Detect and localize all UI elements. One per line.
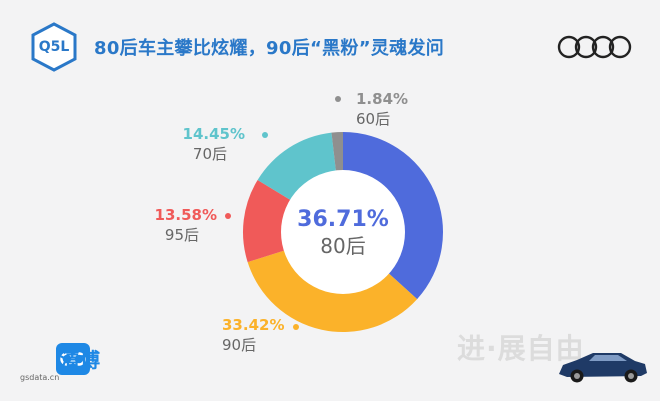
label-dot	[262, 132, 268, 138]
car-image	[559, 353, 647, 383]
brand-name: 清博	[60, 348, 100, 372]
watermark: 进·展自由	[457, 332, 585, 365]
data-label: 14.45%	[183, 125, 245, 143]
header: Q5L 80后车主攀比炫耀，90后“黑粉”灵魂发问	[0, 0, 660, 84]
page-title: 80后车主攀比炫耀，90后“黑粉”灵魂发问	[94, 38, 445, 59]
category-label: 90后	[222, 336, 256, 354]
brand-url: gsdata.cn	[20, 373, 60, 382]
category-label: 95后	[165, 226, 199, 244]
data-label: 13.58%	[155, 206, 217, 224]
gsdata-logo-icon	[56, 343, 90, 375]
badge-label: Q5L	[38, 39, 70, 55]
category-label: 60后	[356, 110, 390, 128]
data-label: 1.84%	[356, 90, 408, 108]
hexagon-badge-icon	[31, 22, 77, 72]
center-label: 80后	[320, 234, 365, 258]
audi-rings-logo	[557, 35, 632, 59]
donut-hole	[281, 170, 405, 294]
label-dot	[335, 96, 341, 102]
data-label: 33.42%	[222, 316, 284, 334]
label-dot	[225, 213, 231, 219]
category-label: 70后	[193, 145, 227, 163]
center-value: 36.71%	[297, 207, 389, 232]
label-dot	[293, 324, 299, 330]
